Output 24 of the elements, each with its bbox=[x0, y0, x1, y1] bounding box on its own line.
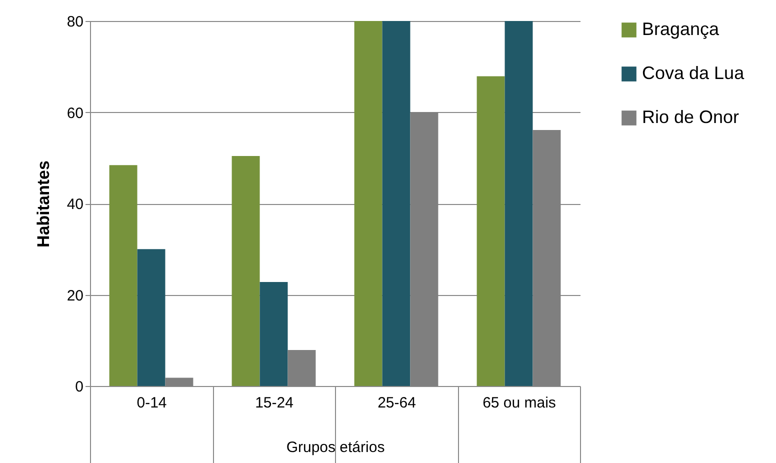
bar bbox=[260, 282, 288, 386]
bar bbox=[165, 378, 194, 386]
bar bbox=[109, 165, 138, 386]
bar bbox=[382, 21, 410, 386]
bar bbox=[476, 76, 505, 386]
x-tick-label: 25-64 bbox=[378, 394, 416, 412]
y-tick-label: 40 bbox=[66, 196, 84, 213]
bar bbox=[137, 249, 166, 386]
bar bbox=[504, 21, 533, 386]
y-tick-label: 60 bbox=[66, 104, 84, 122]
y-axis-title: Habitantes bbox=[34, 160, 53, 248]
y-tick-label: 20 bbox=[66, 287, 84, 304]
x-axis-title: Grupos etários bbox=[286, 439, 385, 456]
bar bbox=[288, 350, 316, 386]
x-tick-label: 15-24 bbox=[255, 394, 294, 412]
y-tick-label: 80 bbox=[66, 14, 84, 30]
bar bbox=[232, 156, 260, 386]
bar bbox=[354, 21, 382, 386]
y-tick-label: 0 bbox=[75, 378, 84, 396]
x-tick-label: 65 ou mais bbox=[482, 394, 556, 412]
legend-label: Cova da Lua bbox=[642, 63, 746, 83]
legend-label: Bragança bbox=[642, 19, 720, 39]
x-tick-label: 0-14 bbox=[136, 394, 167, 412]
legend-label: Rio de Onor bbox=[642, 107, 740, 127]
